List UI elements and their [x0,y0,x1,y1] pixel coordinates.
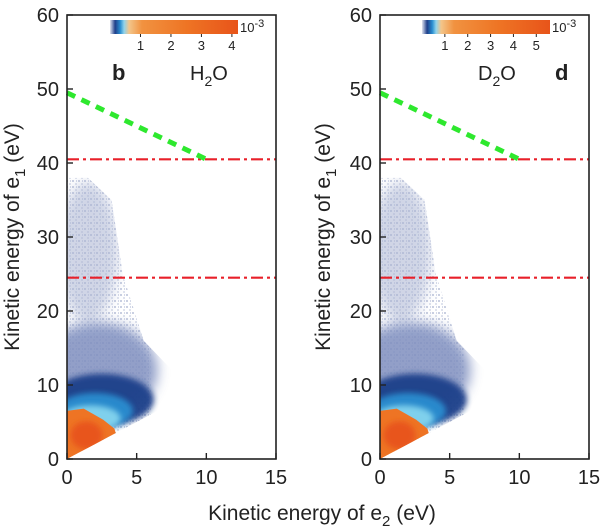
colorbar-scale-d: 10-3 [552,18,576,35]
sample-label-d: D2O [478,63,516,89]
colorbar-tick-label-d-5: 5 [533,38,540,53]
y-tick-label-d-50: 50 [350,79,372,101]
y-tick-label-b-10: 10 [37,375,59,397]
y-axis-label-b: Kinetic energy of e1 (eV) [1,123,29,351]
colorbar-tick-label-d-3: 3 [487,38,494,53]
x-tick-label-b-10: 10 [195,467,217,489]
green-dashed-line-b [65,90,208,162]
sample-label-b: H2O [190,63,228,89]
density-peak-core-b [70,421,103,450]
colorbar-tick-label-b-3: 3 [198,38,205,53]
colorbar-tick-label-b-1: 1 [137,38,144,53]
axes-b: 0 5 10 15 0 10 20 30 40 50 60 [37,5,287,489]
panel-b: 0 5 10 15 0 10 20 30 40 50 60 1 2 3 4 10-3 b H2O Kinet… [1,5,287,489]
y-tick-label-b-60: 60 [37,5,59,27]
y-tick-label-d-40: 40 [350,153,372,175]
colorbar-gradient-d [422,20,550,34]
reference-lines-d [378,90,589,279]
y-tick-label-d-60: 60 [350,5,372,27]
density-tail-b [67,181,118,322]
panel-letter-d: d [555,60,568,85]
x-tick-label-d-10: 10 [508,467,530,489]
y-tick-label-d-30: 30 [350,227,372,249]
x-tick-label-d-0: 0 [374,467,385,489]
x-axis-label: Kinetic energy of e2 (eV) [208,502,436,530]
panel-letter-b: b [112,60,125,85]
density-peak-core-d [383,421,416,450]
colorbar-b: 1 2 3 4 10-3 [110,18,264,53]
x-tick-label-b-15: 15 [265,467,287,489]
y-axis-label-d: Kinetic energy of e1 (eV) [312,123,340,351]
reference-lines-b [65,90,276,279]
x-tick-label-b-5: 5 [131,467,142,489]
x-tick-label-d-15: 15 [578,467,600,489]
colorbar-tick-label-d-4: 4 [510,38,517,53]
y-tick-label-d-20: 20 [350,301,372,323]
colorbar-gradient-b [110,20,238,34]
y-tick-label-b-40: 40 [37,153,59,175]
colorbar-d: 1 2 3 4 5 10-3 [422,18,576,53]
x-tick-label-d-5: 5 [444,467,455,489]
density-tail-d [380,181,431,322]
x-tick-label-b-0: 0 [61,467,72,489]
colorbar-scale-b: 10-3 [240,18,264,35]
y-tick-label-b-20: 20 [37,301,59,323]
y-tick-label-d-10: 10 [350,375,372,397]
green-dashed-line-d [378,90,521,162]
colorbar-tick-label-d-2: 2 [464,38,471,53]
colorbar-tick-label-d-1: 1 [441,38,448,53]
y-tick-label-d-0: 0 [361,449,372,471]
colorbar-tick-label-b-2: 2 [167,38,174,53]
colorbar-tick-label-b-4: 4 [228,38,235,53]
panel-d: 0 5 10 15 0 10 20 30 40 50 60 1 2 3 4 5 10-3 d D2O Kine… [312,5,600,489]
y-tick-label-b-0: 0 [48,449,59,471]
y-tick-label-b-30: 30 [37,227,59,249]
y-tick-label-b-50: 50 [37,79,59,101]
